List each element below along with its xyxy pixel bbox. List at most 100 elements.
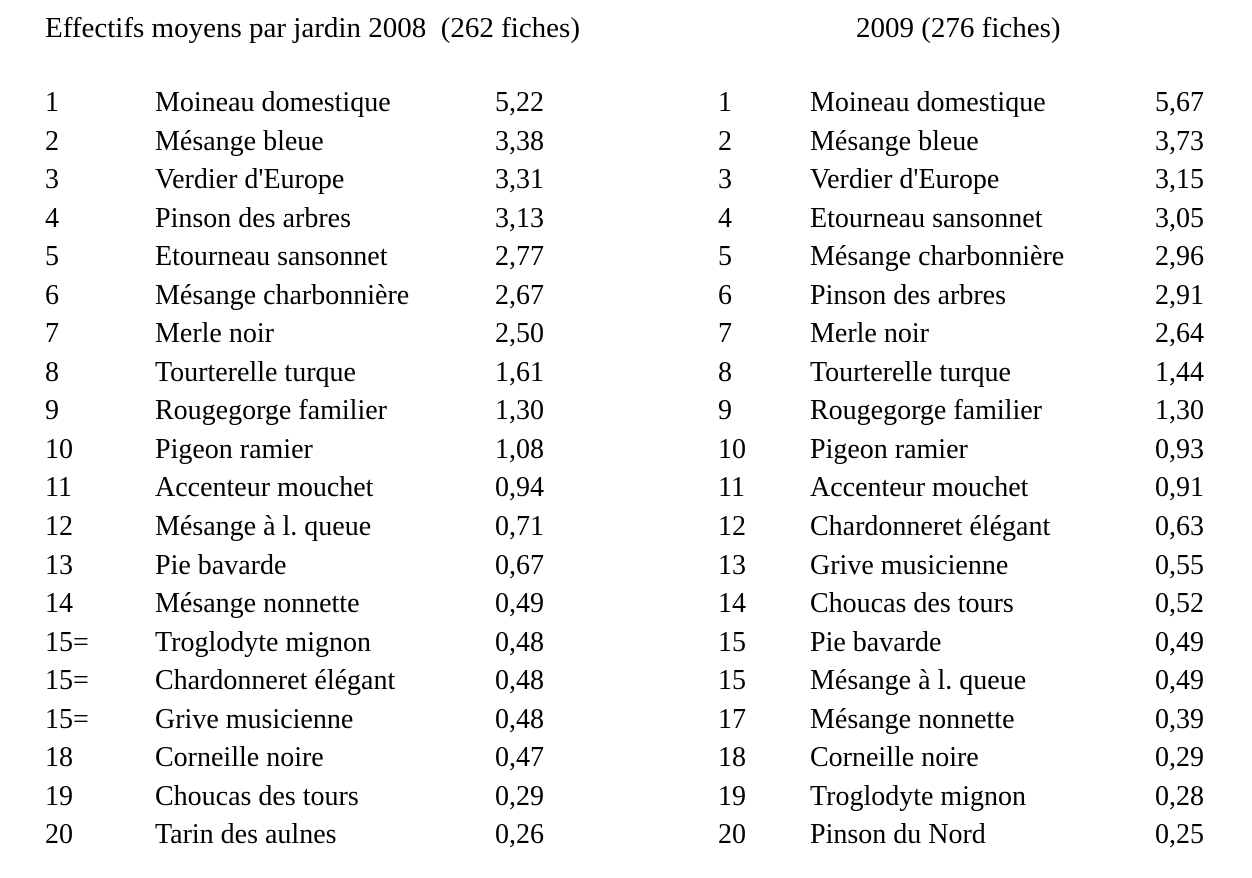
species-cell: Chardonneret élégant [155,665,396,697]
species-cell: Choucas des tours [155,780,359,812]
value-cell: 0,25 [1155,819,1204,851]
species-cell: Pinson du Nord [810,819,986,851]
rank-cell: 1 [718,87,732,118]
value-cell: 0,48 [495,626,544,658]
table-row: 20 Tarin des aulnes 0,26 [45,816,645,855]
table-row: 3 Verdier d'Europe 3,31 [45,161,645,200]
rank-cell: 15= [45,703,89,735]
species-cell: Pinson des arbres [155,202,351,234]
value-cell: 2,67 [495,279,544,311]
value-cell: 0,29 [1155,742,1204,774]
value-cell: 5,67 [1155,87,1204,118]
table-row: 4 Pinson des arbres 3,13 [45,200,645,239]
table-row: 11 Accenteur mouchet 0,91 [718,469,1218,508]
value-cell: 2,64 [1155,318,1204,350]
table-row: 10 Pigeon ramier 1,08 [45,431,645,470]
species-cell: Pie bavarde [810,626,942,658]
rank-cell: 18 [718,742,746,774]
species-cell: Pigeon ramier [810,433,968,465]
rank-cell: 15 [718,626,746,658]
table-row: 15 Pie bavarde 0,49 [718,624,1218,663]
rank-cell: 6 [45,279,59,311]
rank-cell: 12 [45,511,73,543]
value-cell: 1,08 [495,433,544,465]
rank-cell: 2 [45,125,59,157]
species-cell: Etourneau sansonnet [155,241,388,273]
value-cell: 0,67 [495,549,544,581]
table-row: 15 Mésange à l. queue 0,49 [718,662,1218,701]
species-cell: Mésange à l. queue [155,511,372,543]
table-row: 12 Mésange à l. queue 0,71 [45,508,645,547]
value-cell: 2,77 [495,241,544,273]
table-row: 7 Merle noir 2,50 [45,315,645,354]
species-cell: Mésange bleue [810,125,979,157]
value-cell: 1,30 [495,395,544,427]
rank-cell: 9 [718,395,732,427]
rank-cell: 11 [45,472,72,504]
species-cell: Corneille noire [155,742,324,774]
value-cell: 0,48 [495,665,544,697]
table-row: 13 Grive musicienne 0,55 [718,547,1218,586]
species-cell: Verdier d'Europe [155,164,345,196]
species-cell: Mésange charbonnière [155,279,410,311]
species-cell: Tourterelle turque [810,356,1011,388]
rank-cell: 20 [45,819,73,851]
rank-cell: 4 [718,202,732,234]
rank-cell: 6 [718,279,732,311]
value-cell: 0,26 [495,819,544,851]
table-row: 15= Troglodyte mignon 0,48 [45,624,645,663]
species-cell: Mésange bleue [155,125,324,157]
rank-cell: 19 [45,780,73,812]
species-cell: Mésange à l. queue [810,665,1027,697]
table-row: 8 Tourterelle turque 1,44 [718,354,1218,393]
rank-cell: 15 [718,665,746,697]
species-cell: Merle noir [810,318,929,350]
species-cell: Grive musicienne [155,703,354,735]
value-cell: 0,49 [495,588,544,620]
table-row: 7 Merle noir 2,64 [718,315,1218,354]
rank-cell: 18 [45,742,73,774]
species-cell: Troglodyte mignon [155,626,371,658]
species-cell: Verdier d'Europe [810,164,1000,196]
rank-cell: 10 [45,433,73,465]
value-cell: 0,52 [1155,588,1204,620]
species-cell: Mésange nonnette [810,703,1015,735]
value-cell: 2,96 [1155,241,1204,273]
rank-cell: 15= [45,665,89,697]
table-row: 19 Troglodyte mignon 0,28 [718,778,1218,817]
species-cell: Mésange nonnette [155,588,360,620]
table-row: 14 Choucas des tours 0,52 [718,585,1218,624]
table-row: 18 Corneille noire 0,29 [718,739,1218,778]
value-cell: 0,63 [1155,511,1204,543]
value-cell: 0,49 [1155,626,1204,658]
value-cell: 0,91 [1155,472,1204,504]
species-cell: Moineau domestique [810,87,1046,118]
value-cell: 0,48 [495,703,544,735]
value-cell: 0,28 [1155,780,1204,812]
species-cell: Corneille noire [810,742,979,774]
species-cell: Mésange charbonnière [810,241,1065,273]
rank-cell: 8 [45,356,59,388]
table-row: 2 Mésange bleue 3,73 [718,123,1218,162]
table-row: 5 Mésange charbonnière 2,96 [718,238,1218,277]
rank-cell: 15= [45,626,89,658]
value-cell: 1,44 [1155,356,1204,388]
rank-cell: 7 [718,318,732,350]
value-cell: 3,13 [495,202,544,234]
table-row: 6 Mésange charbonnière 2,67 [45,277,645,316]
value-cell: 0,47 [495,742,544,774]
value-cell: 1,30 [1155,395,1204,427]
table-row: 19 Choucas des tours 0,29 [45,778,645,817]
rank-cell: 5 [718,241,732,273]
table-row: 9 Rougegorge familier 1,30 [718,392,1218,431]
species-cell: Tarin des aulnes [155,819,337,851]
table-row: 13 Pie bavarde 0,67 [45,547,645,586]
value-cell: 0,71 [495,511,544,543]
table-row: 1 Moineau domestique 5,67 [718,84,1218,123]
rank-cell: 9 [45,395,59,427]
species-cell: Chardonneret élégant [810,511,1051,543]
table-row: 5 Etourneau sansonnet 2,77 [45,238,645,277]
species-cell: Moineau domestique [155,87,391,118]
value-cell: 1,61 [495,356,544,388]
